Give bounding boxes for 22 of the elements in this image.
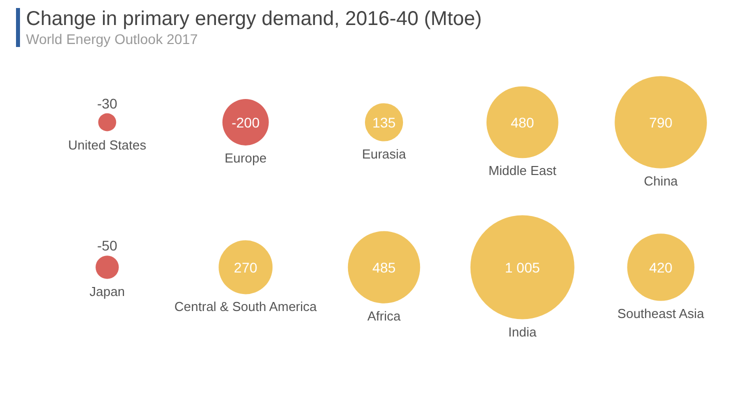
category-label: United States xyxy=(68,137,147,152)
category-label: Japan xyxy=(89,284,125,299)
category-label: Central & South America xyxy=(174,299,318,314)
category-label: Eurasia xyxy=(362,146,407,162)
data-label: 420 xyxy=(649,259,673,276)
data-label: 270 xyxy=(234,259,258,276)
data-label: 485 xyxy=(372,259,396,276)
data-label: -200 xyxy=(232,114,260,130)
data-label: -30 xyxy=(97,95,118,112)
text: World Energy Outlook 2017 xyxy=(26,31,199,47)
category-label: India xyxy=(508,324,538,340)
category-label: Africa xyxy=(367,308,402,324)
data-label: 790 xyxy=(649,114,673,130)
category-label: Middle East xyxy=(488,163,557,178)
data-label: -50 xyxy=(97,238,118,254)
text: Change in primary energy demand, 2016-40 (Mtoe) xyxy=(26,8,482,31)
data-label: 1 005 xyxy=(504,259,540,276)
category-label: Europe xyxy=(224,150,267,166)
category-label: Southeast Asia xyxy=(617,306,705,321)
category-label: China xyxy=(644,173,679,188)
data-label: 480 xyxy=(510,114,534,130)
data-label: 135 xyxy=(372,114,396,130)
